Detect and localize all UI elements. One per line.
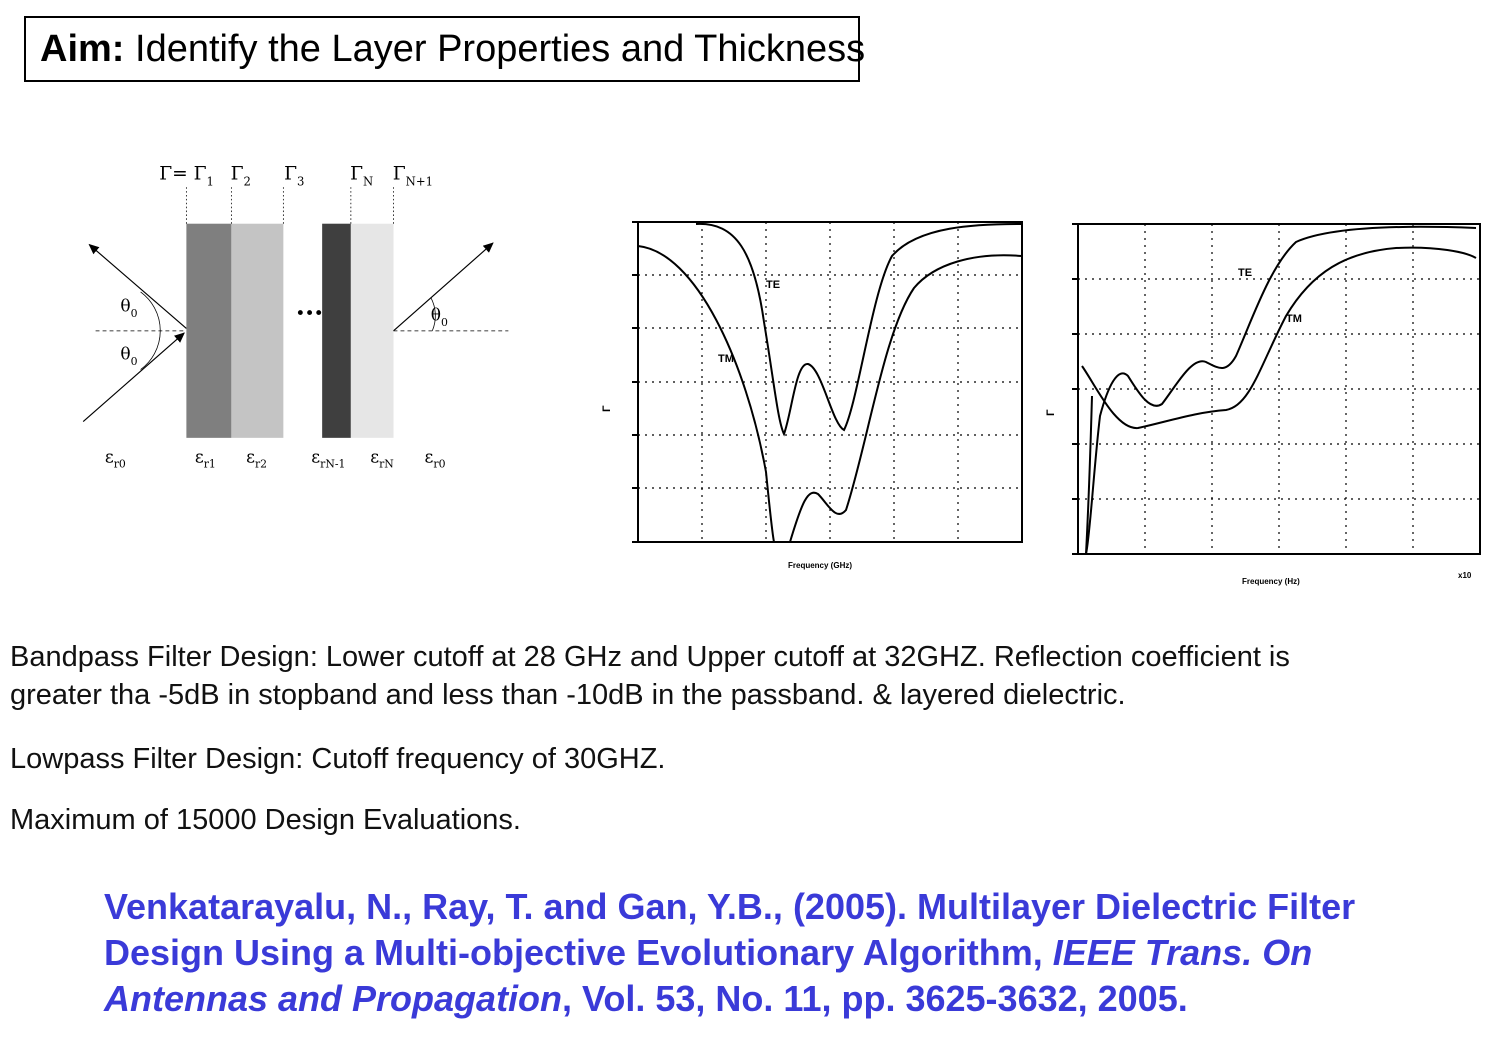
plot1-ylabel: Γ: [601, 405, 613, 412]
plot1-te-curve: [695, 222, 1023, 437]
plot1-xlabel: Frequency (GHz): [788, 561, 852, 570]
theta-label-reflected: θ0: [120, 296, 137, 319]
gamma-label-n: ΓN: [350, 163, 373, 188]
plot1-te-label: TE: [766, 279, 780, 291]
plot1-grid: [638, 222, 1022, 542]
plot1-tm-label: TM: [718, 353, 734, 365]
plot2-tm-label: TM: [1286, 313, 1302, 325]
plot2-exponent: x10: [1458, 571, 1472, 580]
epsilon-label-rn-1: εrN-1: [311, 448, 345, 471]
gamma-label-n-plus-1: ΓN+1: [393, 163, 433, 188]
lowpass-requirement: Lowpass Filter Design: Cutoff frequency …: [10, 743, 666, 775]
gamma-label-1: Γ= Γ1: [159, 163, 214, 188]
bandpass-response-plot: TE TM Γ Frequency (GHz): [601, 221, 1023, 570]
layer-n: [350, 223, 394, 438]
epsilon-label-r2: εr2: [246, 448, 267, 471]
layer-1: [186, 223, 232, 438]
incident-ray: [82, 332, 185, 422]
plot2-te-label: TE: [1238, 267, 1252, 279]
gamma-label-2: Γ2: [231, 163, 251, 188]
aim-text: Identify the Layer Properties and Thickn…: [135, 28, 866, 70]
bandpass-requirement-line2: greater tha -5dB in stopband and less th…: [10, 679, 1126, 711]
epsilon-label-r1: εr1: [195, 448, 216, 471]
reflected-ray: [88, 243, 187, 329]
plot1-tm-curve: [637, 245, 1023, 543]
bandpass-requirement-line1: Bandpass Filter Design: Lower cutoff at …: [10, 641, 1290, 673]
layer-n-1: [322, 223, 351, 438]
aim-label: Aim:: [40, 28, 125, 70]
layer-ellipsis: ...: [296, 290, 324, 321]
epsilon-label-r0-right: εr0: [425, 448, 446, 471]
plot2-ylabel: Γ: [1046, 409, 1057, 416]
citation-journal: IEEE Trans. On Antennas and Propagation: [104, 932, 1313, 1019]
layer-diagram: ... Γ= Γ1 Γ2 Γ3 ΓN ΓN+1 θ0 θ0 θ0 εr0 εr1…: [82, 163, 509, 471]
layer-2: [231, 223, 284, 438]
plot2-te-curve: [1085, 225, 1477, 555]
citation: Venkatarayalu, N., Ray, T. and Gan, Y.B.…: [104, 884, 1424, 1022]
gamma-label-3: Γ3: [284, 163, 304, 188]
theta-label-transmitted: θ0: [431, 306, 448, 329]
aim-box: Aim: Identify the Layer Properties and T…: [24, 16, 865, 82]
plot2-tm-curve: [1081, 246, 1477, 430]
citation-volume: , Vol. 53, No. 11, pp. 3625-3632, 2005.: [562, 978, 1188, 1019]
plot2-xlabel: Frequency (Hz): [1242, 577, 1300, 586]
theta-label-incident: θ0: [120, 344, 137, 367]
transmitted-ray: [393, 242, 494, 332]
evaluations-requirement: Maximum of 15000 Design Evaluations.: [10, 804, 521, 836]
epsilon-label-rn: εrN: [370, 448, 394, 471]
epsilon-label-r0-left: εr0: [105, 448, 126, 471]
lowpass-response-plot: TE TM Γ Frequency (Hz) x10: [1046, 223, 1481, 586]
citation-authors-title: Venkatarayalu, N., Ray, T. and Gan, Y.B.…: [104, 886, 1356, 973]
